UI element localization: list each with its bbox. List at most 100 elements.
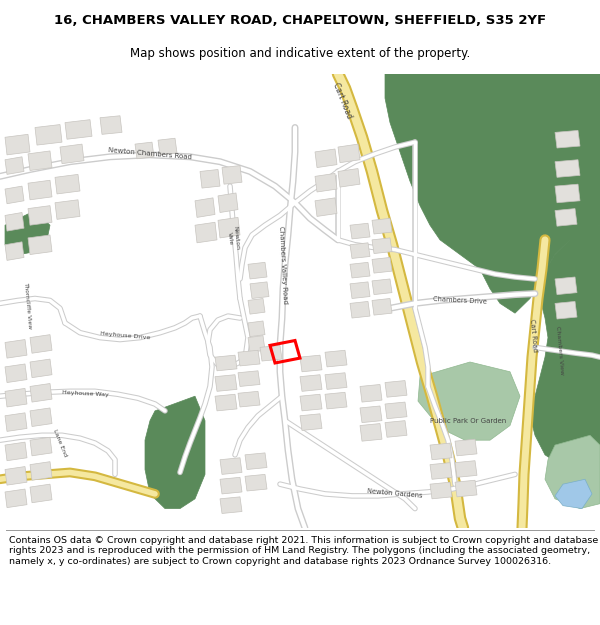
Polygon shape [248,299,265,314]
Polygon shape [350,262,370,278]
Polygon shape [372,299,392,315]
Polygon shape [555,301,577,319]
Polygon shape [555,184,580,203]
Polygon shape [325,392,347,409]
Polygon shape [372,238,392,254]
Polygon shape [135,142,154,159]
Polygon shape [555,131,580,148]
Polygon shape [5,388,27,407]
Polygon shape [220,478,242,494]
Polygon shape [360,406,382,422]
Polygon shape [430,462,452,479]
Polygon shape [300,394,322,411]
Text: Newton Gardens: Newton Gardens [367,489,423,499]
Polygon shape [350,242,370,258]
Polygon shape [555,160,580,177]
Polygon shape [360,424,382,441]
Polygon shape [385,421,407,437]
Polygon shape [158,138,177,155]
Polygon shape [5,467,27,485]
Text: 16, CHAMBERS VALLEY ROAD, CHAPELTOWN, SHEFFIELD, S35 2YF: 16, CHAMBERS VALLEY ROAD, CHAPELTOWN, SH… [54,14,546,27]
Polygon shape [385,381,407,397]
Text: Cart Road: Cart Road [331,82,353,121]
Polygon shape [218,217,240,238]
Polygon shape [5,157,24,174]
Polygon shape [30,359,52,378]
Polygon shape [248,336,265,352]
Polygon shape [338,144,360,162]
Polygon shape [5,413,27,431]
Polygon shape [28,235,52,254]
Polygon shape [30,484,52,502]
Polygon shape [5,364,27,382]
Polygon shape [30,408,52,426]
Polygon shape [5,242,24,261]
Polygon shape [35,124,62,145]
Polygon shape [238,391,260,407]
Polygon shape [372,218,392,234]
Text: Contains OS data © Crown copyright and database right 2021. This information is : Contains OS data © Crown copyright and d… [9,536,598,566]
Polygon shape [372,258,392,273]
Text: Thorncliffe View: Thorncliffe View [23,282,32,329]
Polygon shape [545,435,600,509]
Polygon shape [28,151,52,171]
Polygon shape [30,384,52,402]
Polygon shape [30,438,52,456]
Polygon shape [315,198,337,216]
Text: Public Park Or Garden: Public Park Or Garden [430,418,506,424]
Polygon shape [65,119,92,139]
Polygon shape [238,371,260,386]
Text: Heyhouse Way: Heyhouse Way [62,389,109,397]
Text: Lane End: Lane End [52,429,68,458]
Text: Heyhouse Drive: Heyhouse Drive [100,331,150,340]
Polygon shape [220,458,242,474]
Polygon shape [55,174,80,194]
Polygon shape [245,474,267,491]
Polygon shape [28,206,52,225]
Polygon shape [100,116,122,134]
Polygon shape [5,442,27,461]
Text: Chambers Drive: Chambers Drive [433,296,487,305]
Polygon shape [218,193,238,213]
Polygon shape [215,394,237,411]
Polygon shape [220,497,242,514]
Polygon shape [222,166,242,184]
Polygon shape [300,414,322,431]
Polygon shape [325,372,347,389]
Polygon shape [250,282,269,299]
Polygon shape [350,282,370,299]
Polygon shape [372,279,392,294]
Polygon shape [200,169,220,188]
Polygon shape [300,355,322,372]
Polygon shape [455,461,477,478]
Polygon shape [418,362,520,440]
Polygon shape [555,277,577,294]
Polygon shape [60,144,84,164]
Polygon shape [430,482,452,499]
Polygon shape [325,350,347,367]
Polygon shape [555,479,592,509]
Polygon shape [5,211,50,254]
Text: Newton Chambers Road: Newton Chambers Road [108,148,192,161]
Polygon shape [5,489,27,508]
Polygon shape [315,149,337,168]
Polygon shape [315,173,337,192]
Polygon shape [5,134,30,155]
Polygon shape [55,200,80,219]
Polygon shape [530,225,600,464]
Polygon shape [455,480,477,497]
Polygon shape [455,439,477,456]
Text: Map shows position and indicative extent of the property.: Map shows position and indicative extent… [130,47,470,59]
Polygon shape [28,180,52,200]
Polygon shape [30,334,52,353]
Polygon shape [5,339,27,358]
Polygon shape [248,262,267,279]
Polygon shape [248,321,265,337]
Polygon shape [385,74,600,313]
Text: Newton
Vale: Newton Vale [226,226,239,251]
Polygon shape [30,462,52,480]
Polygon shape [260,346,282,361]
Polygon shape [195,222,217,243]
Polygon shape [215,355,237,371]
Text: Chambers View: Chambers View [556,326,565,375]
